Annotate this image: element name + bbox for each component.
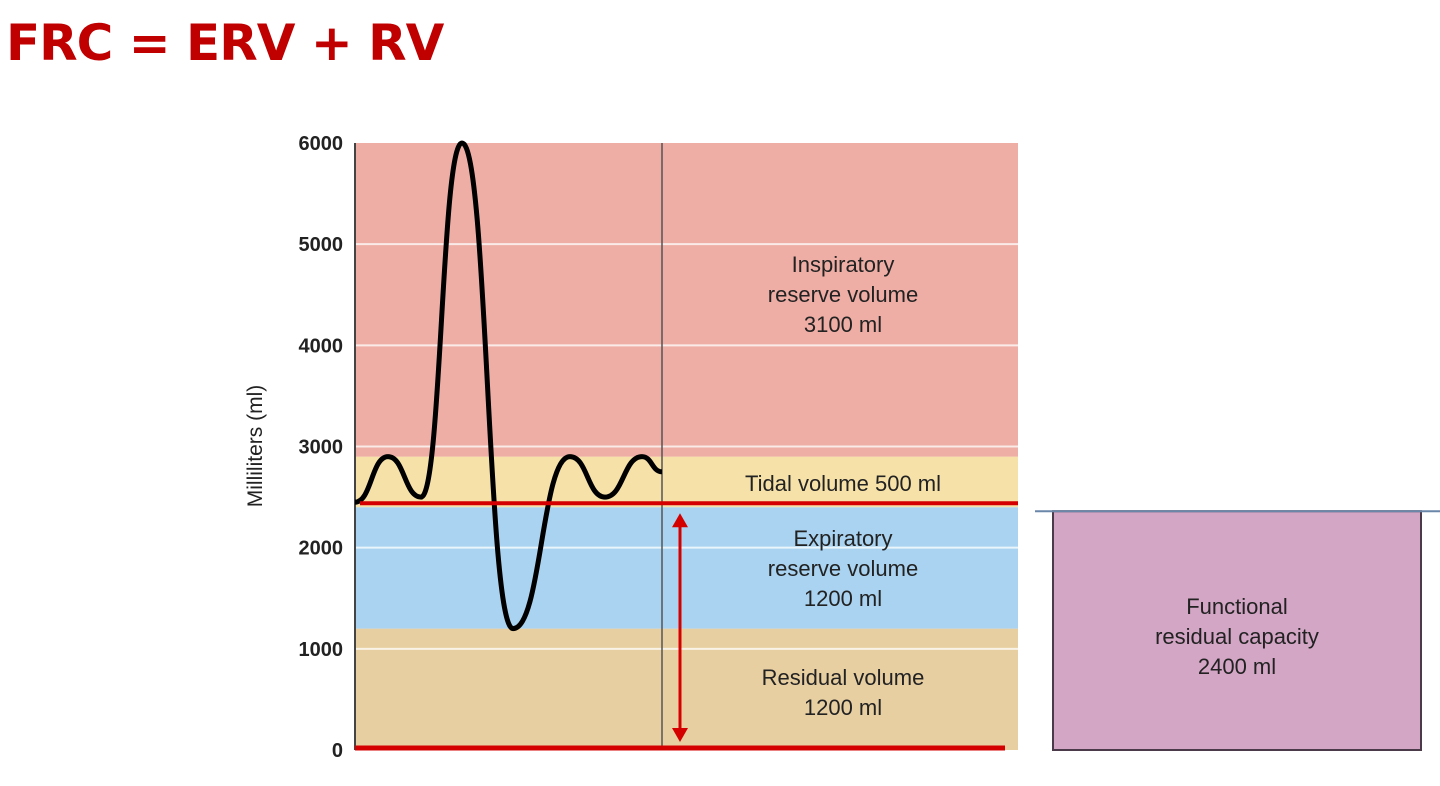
y-tick-4000: 4000 <box>299 335 344 357</box>
frc-value: 2400 ml <box>1198 654 1276 679</box>
frc-label-1: Functional <box>1186 594 1288 619</box>
frc-arrow-up-head <box>672 513 688 528</box>
tidal-label: Tidal volume 500 ml <box>745 471 941 496</box>
irv-label-2: reserve volume <box>768 282 918 307</box>
y-axis-label: Milliliters (ml) <box>244 385 267 507</box>
frc-arrow-down-head <box>672 728 688 742</box>
erv-label-1: Expiratory <box>793 526 892 551</box>
erv-value: 1200 ml <box>804 586 882 611</box>
y-tick-2000: 2000 <box>299 538 344 560</box>
irv-value: 3100 ml <box>804 312 882 337</box>
y-tick-0: 0 <box>332 740 343 762</box>
y-tick-6000: 6000 <box>299 133 344 155</box>
rv-label: Residual volume <box>762 665 925 690</box>
frc-label-2: residual capacity <box>1155 624 1319 649</box>
spirogram-trace <box>354 140 663 632</box>
y-tick-3000: 3000 <box>299 437 344 459</box>
y-tick-1000: 1000 <box>299 639 344 661</box>
irv-label-1: Inspiratory <box>792 252 895 277</box>
erv-label-2: reserve volume <box>768 556 918 581</box>
y-tick-5000: 5000 <box>299 234 344 256</box>
band-2 <box>355 456 1018 508</box>
band-3 <box>355 143 1018 457</box>
band-1 <box>355 507 1018 629</box>
slide-title: FRC = ERV + RV <box>6 14 444 72</box>
rv-value: 1200 ml <box>804 695 882 720</box>
